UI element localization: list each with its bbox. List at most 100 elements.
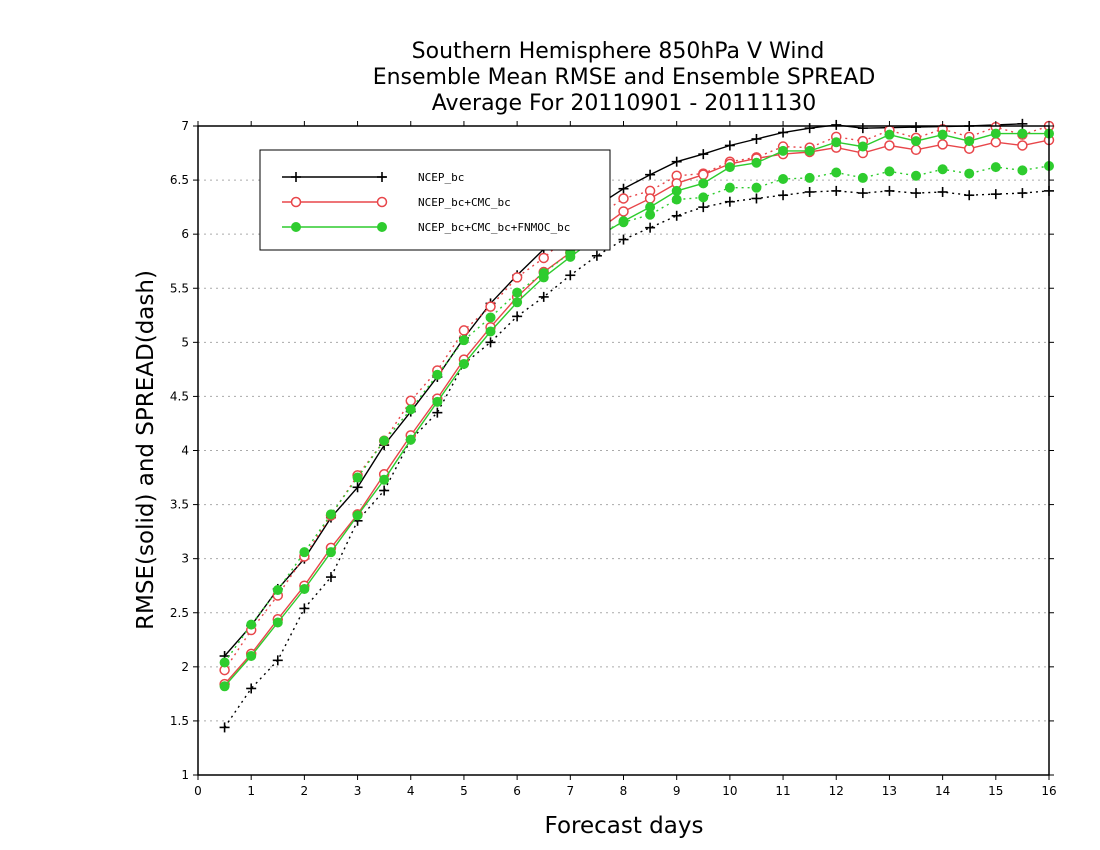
x-tick-label: 15 <box>988 784 1003 798</box>
plus-marker <box>751 193 762 204</box>
circle-marker <box>618 206 629 217</box>
x-tick-label: 7 <box>566 784 574 798</box>
plus-marker <box>724 140 735 151</box>
dot-marker <box>405 404 416 415</box>
dot-marker <box>937 129 948 140</box>
legend-item: NCEP_bc <box>282 171 464 184</box>
y-tick-label: 6.5 <box>170 173 189 187</box>
y-axis-ticks: 1 1.5 2 2.5 3 3.5 4 4.5 5 5.5 6 6.5 7 <box>170 119 1054 782</box>
dot-marker <box>352 510 363 521</box>
y-tick-label: 2 <box>181 660 189 674</box>
dot-marker <box>379 474 390 485</box>
dot-marker <box>964 136 975 147</box>
plus-marker <box>1017 118 1028 129</box>
plus-marker <box>246 683 257 694</box>
plus-marker <box>937 186 948 197</box>
plus-marker <box>291 172 301 182</box>
circle-marker <box>618 193 629 204</box>
x-tick-label: 2 <box>301 784 309 798</box>
circle-marker <box>937 139 948 150</box>
dot-marker <box>911 170 922 181</box>
dot-marker <box>377 222 387 232</box>
dot-marker <box>937 164 948 175</box>
dot-marker <box>272 585 283 596</box>
dot-marker <box>671 185 682 196</box>
plus-marker <box>645 169 656 180</box>
x-axis-ticks: 0 1 2 3 4 5 6 7 8 9 10 11 12 13 14 15 16 <box>194 121 1057 798</box>
circle-marker <box>405 395 416 406</box>
plus-marker <box>990 189 1001 200</box>
gridlines <box>198 179 1049 722</box>
plus-marker <box>857 123 868 134</box>
dot-marker <box>698 178 709 189</box>
dot-marker <box>990 162 1001 173</box>
dot-marker <box>645 202 656 213</box>
title-line-3: Average For 20110901 - 20111130 <box>432 91 817 116</box>
dot-marker <box>884 166 895 177</box>
dot-marker <box>432 369 443 380</box>
plus-marker <box>671 210 682 221</box>
title-line-1: Southern Hemisphere 850hPa V Wind <box>412 39 825 64</box>
y-axis-label: RMSE(solid) and SPREAD(dash) <box>133 270 159 630</box>
plus-marker <box>698 202 709 213</box>
circle-marker <box>884 140 895 151</box>
x-tick-label: 16 <box>1041 784 1056 798</box>
dot-marker <box>485 312 496 323</box>
dot-marker <box>724 182 735 193</box>
plus-marker <box>724 196 735 207</box>
dot-marker <box>1017 165 1028 176</box>
dot-marker <box>485 326 496 337</box>
plus-marker <box>325 572 336 583</box>
plus-marker <box>219 722 230 733</box>
dot-marker <box>352 472 363 483</box>
circle-marker <box>458 325 470 336</box>
dot-marker <box>405 434 416 445</box>
dot-marker <box>751 182 762 193</box>
circle-marker <box>511 272 523 283</box>
x-tick-label: 10 <box>722 784 737 798</box>
x-tick-label: 1 <box>247 784 255 798</box>
y-tick-label: 3 <box>181 552 189 566</box>
plus-marker <box>1017 188 1028 199</box>
dot-marker <box>325 547 336 558</box>
dot-marker <box>246 619 257 630</box>
y-tick-label: 7 <box>181 119 189 133</box>
dot-marker <box>964 168 975 179</box>
plus-marker <box>618 183 629 194</box>
plus-marker <box>377 172 387 182</box>
plus-marker <box>591 250 602 261</box>
circle-marker <box>990 136 1002 148</box>
circle-marker <box>1017 140 1028 151</box>
NCEP_bc+CMC_bc-spread-line <box>224 125 1050 671</box>
y-tick-label: 3.5 <box>170 498 189 512</box>
legend-box <box>259 149 611 251</box>
legend-label: NCEP_bc+CMC_bc <box>418 196 511 209</box>
plus-marker <box>565 270 576 281</box>
dot-marker <box>512 287 523 298</box>
plus-marker <box>352 482 363 493</box>
dot-marker <box>698 192 709 203</box>
NCEP_bc+CMC_bc+FNMOC_bc-rmse-series <box>219 128 1054 692</box>
x-tick-label: 13 <box>882 784 897 798</box>
x-tick-label: 0 <box>194 784 202 798</box>
dot-marker <box>884 129 895 140</box>
plus-marker <box>911 122 922 133</box>
circle-marker <box>644 193 656 204</box>
plus-marker <box>778 127 789 138</box>
circle-marker <box>538 252 549 264</box>
dot-marker <box>911 136 922 147</box>
dot-marker <box>291 222 301 232</box>
plus-marker <box>645 222 656 233</box>
x-tick-label: 14 <box>935 784 950 798</box>
plus-marker <box>512 311 523 322</box>
plus-marker <box>671 156 682 167</box>
y-tick-label: 4 <box>181 444 189 458</box>
legend: NCEP_bc NCEP_bc+CMC_bc NCEP_bc+CMC_bc+FNMO… <box>259 149 611 251</box>
x-tick-label: 4 <box>407 784 415 798</box>
plus-marker <box>299 603 310 614</box>
plus-marker <box>911 188 922 199</box>
y-tick-label: 1 <box>181 768 189 782</box>
dot-marker <box>219 657 230 668</box>
NCEP_bc+CMC_bc+FNMOC_bc-spread-line <box>224 165 1050 663</box>
